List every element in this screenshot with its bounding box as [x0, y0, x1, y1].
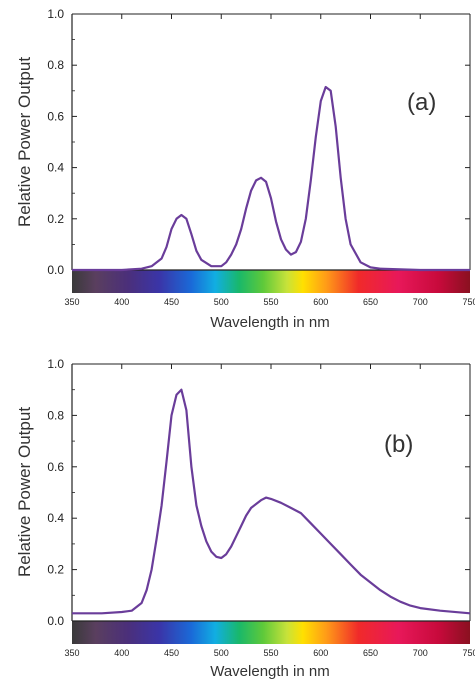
x-tick-label: 750 [462, 297, 475, 307]
x-tick-label: 500 [214, 648, 229, 658]
x-tick-label: 500 [214, 297, 229, 307]
x-axis-label-b: Wavelength in nm [210, 663, 330, 680]
x-tick-label: 600 [313, 297, 328, 307]
x-tick-label: 450 [164, 297, 179, 307]
y-tick-label: 0.8 [47, 58, 64, 72]
series-line-b [72, 388, 471, 615]
y-tick-label: 0.4 [47, 511, 64, 525]
x-tick-label: 700 [413, 297, 428, 307]
y-axis-label-b: Relative Power Output [15, 407, 34, 577]
x-tick-label: 350 [64, 648, 79, 658]
y-tick-label: 0.6 [47, 460, 64, 474]
spectrum-bar-a [72, 270, 470, 293]
series-line-a [72, 85, 470, 272]
x-axis-label-a: Wavelength in nm [210, 314, 330, 331]
panel-label-b: (b) [384, 431, 413, 458]
y-tick-label: 0.8 [47, 408, 64, 422]
y-tick-label: 0.0 [47, 263, 64, 277]
x-tick-label: 650 [363, 648, 378, 658]
x-tick-label: 650 [363, 297, 378, 307]
x-tick-label: 400 [114, 297, 129, 307]
x-tick-label: 550 [263, 297, 278, 307]
x-tick-label: 450 [164, 648, 179, 658]
x-tick-label: 700 [413, 648, 428, 658]
y-tick-label: 0.2 [47, 212, 64, 226]
y-tick-label: 0.2 [47, 563, 64, 577]
y-axis-label-a: Relative Power Output [15, 57, 34, 227]
y-tick-label: 1.0 [47, 357, 64, 371]
panel-label-a: (a) [407, 89, 436, 116]
panel-a: 0.0 0.2 0.4 0.6 0.8 1.0 350 400 450 500 550 600 650 7… [15, 7, 475, 331]
x-tick-label: 550 [263, 648, 278, 658]
x-tick-label: 400 [114, 648, 129, 658]
panel-b: 0.0 0.2 0.4 0.6 0.8 1.0 350 400 450 500 550 600 650 7… [15, 357, 475, 680]
x-tick-label: 750 [462, 648, 475, 658]
y-tick-label: 0.6 [47, 109, 64, 123]
y-tick-label: 1.0 [47, 7, 64, 21]
x-tick-label: 350 [64, 297, 79, 307]
x-tick-label: 600 [313, 648, 328, 658]
spectrum-bar-b [72, 621, 470, 644]
y-tick-label: 0.0 [47, 614, 64, 628]
y-tick-label: 0.4 [47, 161, 64, 175]
